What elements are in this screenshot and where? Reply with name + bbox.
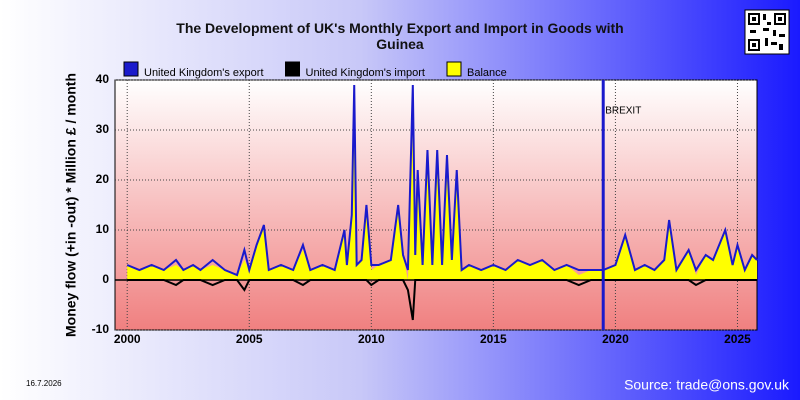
- date: 16.7.2026: [26, 379, 62, 388]
- y-tick-label: -10: [92, 322, 110, 336]
- x-tick-label: 2020: [602, 332, 629, 346]
- legend-swatch: [123, 61, 139, 77]
- x-tick-label: 2000: [114, 332, 141, 346]
- y-tick-label: 10: [96, 222, 110, 236]
- x-tick-label: 2005: [236, 332, 263, 346]
- x-tick-label: 2025: [724, 332, 751, 346]
- legend-label: Balance: [467, 67, 507, 79]
- y-tick-label: 0: [102, 272, 109, 286]
- chart-title: The Development of UK's Monthly Export a…: [176, 20, 624, 52]
- legend-label: United Kingdom's import: [306, 67, 426, 79]
- qr-code: [744, 9, 790, 55]
- annotation-label: BREXIT: [605, 106, 641, 117]
- source: Source: trade@ons.gov.uk: [624, 377, 790, 393]
- y-tick-label: 30: [96, 122, 110, 136]
- series-line: [126, 84, 758, 277]
- x-tick-label: 2015: [480, 332, 507, 346]
- legend-swatch: [285, 61, 300, 77]
- y-axis-label: Money flow (+in -out) * Million £ / mont…: [63, 73, 79, 337]
- y-tick-label: 20: [96, 172, 110, 186]
- plot-layer: [115, 79, 758, 331]
- legend-swatch: [446, 61, 462, 77]
- y-tick-label: 40: [96, 72, 110, 86]
- x-tick-label: 2010: [358, 332, 385, 346]
- legend-label: United Kingdom's export: [144, 67, 264, 79]
